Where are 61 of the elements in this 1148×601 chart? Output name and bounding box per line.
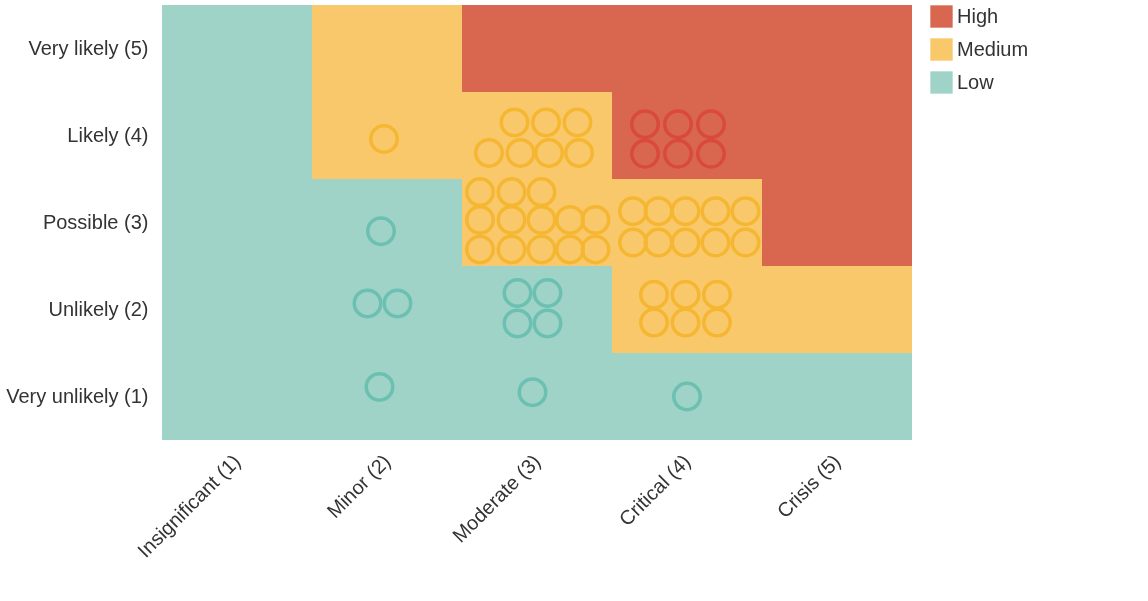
point — [526, 177, 557, 207]
point — [618, 227, 648, 258]
y-tick-label: Unlikely (2) — [48, 298, 149, 320]
point — [465, 234, 495, 265]
point — [555, 204, 585, 235]
point — [532, 278, 563, 308]
point — [670, 196, 701, 227]
point — [730, 227, 761, 258]
point — [696, 138, 726, 169]
point — [526, 234, 557, 265]
point — [564, 137, 594, 168]
point — [639, 307, 669, 338]
point — [672, 381, 702, 412]
y-tick-label: Possible (3) — [42, 211, 149, 233]
point — [502, 278, 533, 308]
point — [496, 204, 527, 235]
point — [352, 288, 383, 319]
point — [702, 307, 732, 338]
y-tick-label: Very likely (5) — [28, 37, 149, 59]
point — [517, 377, 548, 408]
point — [364, 371, 395, 402]
point — [643, 196, 674, 227]
y-tick-label: Likely (4) — [67, 124, 149, 146]
legend-label: High — [957, 4, 999, 27]
y-tick-label: Very unlikely (1) — [6, 385, 149, 407]
point — [499, 107, 530, 138]
point — [369, 124, 399, 154]
point — [474, 137, 504, 168]
point — [639, 279, 669, 310]
point — [496, 234, 527, 265]
legend-label: Medium — [957, 37, 1029, 60]
point — [670, 279, 701, 310]
point — [366, 216, 396, 247]
point — [630, 138, 660, 169]
point — [534, 137, 564, 168]
point — [670, 227, 701, 258]
point — [700, 227, 731, 258]
point — [618, 196, 648, 227]
legend-label: Low — [957, 70, 995, 93]
point — [555, 234, 585, 265]
point — [465, 204, 495, 235]
point — [663, 109, 693, 140]
point — [630, 109, 660, 140]
point — [700, 196, 731, 227]
point — [643, 227, 674, 258]
point — [702, 279, 732, 310]
point — [580, 234, 611, 265]
point — [532, 308, 563, 339]
point — [562, 107, 593, 138]
point — [663, 138, 693, 169]
point — [502, 308, 533, 339]
point — [696, 109, 726, 140]
point — [465, 177, 495, 207]
point — [526, 204, 557, 235]
point — [531, 107, 561, 138]
point — [670, 307, 701, 338]
point — [505, 137, 536, 168]
point — [730, 196, 761, 227]
point — [496, 177, 527, 207]
point — [382, 288, 413, 319]
point — [580, 204, 611, 235]
